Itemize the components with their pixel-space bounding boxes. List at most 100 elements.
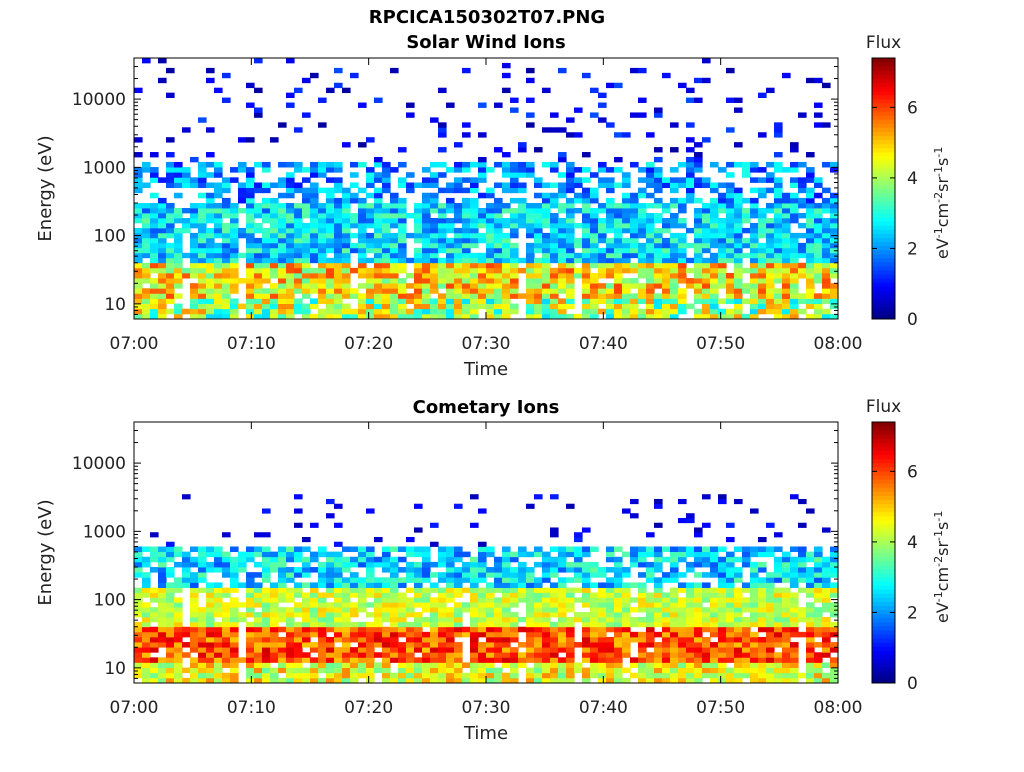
heatmap-cell (198, 631, 207, 638)
heatmap-cell (742, 616, 751, 623)
heatmap-cell (814, 672, 823, 679)
heatmap-cell (462, 262, 471, 269)
heatmap-cell (254, 313, 263, 320)
heatmap-cell (342, 612, 351, 618)
heatmap-cell (750, 293, 759, 299)
heatmap-cell (230, 232, 239, 239)
heatmap-cell (366, 278, 375, 284)
heatmap-cell (398, 582, 407, 588)
heatmap-cell (510, 167, 519, 173)
heatmap-cell (502, 283, 511, 289)
heatmap-cell (286, 636, 295, 643)
heatmap-cell (318, 267, 327, 274)
heatmap-cell (334, 227, 343, 234)
heatmap-cell (758, 252, 767, 259)
heatmap-cell (598, 208, 607, 214)
heatmap-cell (726, 522, 735, 528)
heatmap-cell (750, 252, 759, 259)
heatmap-cell (430, 607, 439, 613)
heatmap-cell (310, 642, 319, 648)
heatmap-cell (718, 597, 727, 603)
heatmap-cell (654, 577, 663, 583)
colorbar-step (872, 66, 895, 71)
heatmap-cell (782, 278, 791, 284)
heatmap-cell (750, 652, 759, 658)
heatmap-cell (358, 217, 367, 224)
heatmap-cell (718, 657, 727, 663)
heatmap-cell (150, 267, 159, 274)
heatmap-cell (342, 247, 351, 254)
heatmap-cell (358, 212, 367, 219)
heatmap-cell (486, 592, 495, 598)
heatmap-cell (134, 636, 143, 643)
heatmap-cell (390, 587, 399, 593)
heatmap-cell (582, 582, 591, 588)
heatmap-cell (254, 242, 263, 249)
heatmap-cell (270, 556, 279, 563)
heatmap-cell (374, 298, 383, 304)
colorbar-step (872, 278, 895, 283)
heatmap-cell (526, 647, 535, 653)
heatmap-cell (742, 621, 751, 628)
heatmap-cell (630, 313, 639, 320)
heatmap-cell (222, 532, 231, 538)
heatmap-cell (750, 616, 759, 623)
heatmap-cell (158, 212, 167, 219)
heatmap-cell (422, 242, 431, 249)
heatmap-cell (750, 636, 759, 643)
heatmap-cell (294, 494, 303, 500)
heatmap-cell (598, 592, 607, 598)
heatmap-cell (470, 208, 479, 214)
heatmap-cell (454, 182, 463, 189)
heatmap-cell (158, 572, 167, 578)
heatmap-cell (494, 102, 503, 108)
heatmap-cell (438, 657, 447, 663)
heatmap-cell (454, 267, 463, 274)
heatmap-cell (150, 567, 159, 573)
heatmap-cell (654, 172, 663, 178)
heatmap-cell (574, 616, 583, 623)
heatmap-cell (310, 607, 319, 613)
heatmap-cell (814, 597, 823, 603)
heatmap-cell (430, 217, 439, 224)
colorbar-step (872, 454, 895, 460)
colorbar-step (872, 98, 895, 104)
heatmap-cell (382, 237, 391, 244)
heatmap-cell (510, 647, 519, 653)
heatmap-cell (614, 303, 623, 310)
heatmap-cell (702, 657, 711, 663)
heatmap-cell (390, 652, 399, 658)
heatmap-cell (334, 561, 343, 568)
heatmap-cell (726, 602, 735, 608)
heatmap-cell (758, 257, 767, 264)
heatmap-cell (174, 217, 183, 224)
heatmap-cell (422, 602, 431, 608)
heatmap-cell (622, 592, 631, 598)
heatmap-cell (638, 272, 647, 279)
heatmap-cell (222, 237, 231, 244)
heatmap-cell (246, 298, 255, 304)
heatmap-cell (822, 597, 831, 603)
heatmap-cell (294, 626, 303, 633)
heatmap-cell (134, 262, 143, 269)
heatmap-cell (782, 556, 791, 563)
heatmap-cell (382, 612, 391, 618)
heatmap-cell (398, 657, 407, 663)
heatmap-cell (270, 642, 279, 648)
heatmap-cell (326, 308, 335, 315)
heatmap-cell (598, 567, 607, 573)
heatmap-cell (206, 587, 215, 593)
heatmap-cell (398, 546, 407, 553)
heatmap-cell (630, 561, 639, 568)
heatmap-cell (806, 77, 815, 84)
colorbar-step (872, 507, 895, 513)
heatmap-cell (606, 267, 615, 274)
heatmap-cell (646, 272, 655, 279)
heatmap-cell (342, 556, 351, 563)
heatmap-cell (350, 212, 359, 219)
heatmap-cell (438, 621, 447, 628)
heatmap-cell (582, 222, 591, 229)
heatmap-cell (702, 667, 711, 674)
heatmap-cell (182, 208, 191, 214)
heatmap-cell (574, 237, 583, 244)
